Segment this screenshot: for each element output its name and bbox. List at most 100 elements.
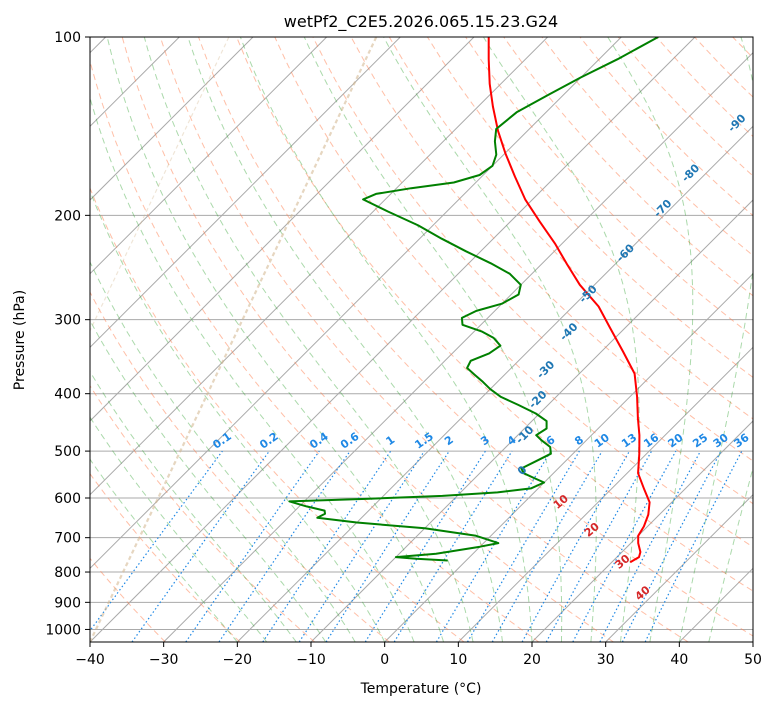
x-tick-label: −20 xyxy=(223,652,253,668)
moist-adiabat xyxy=(482,37,640,642)
y-tick-label: 300 xyxy=(54,313,81,329)
mixing-ratio-label: 25 xyxy=(690,431,710,450)
mixing-ratio-lines xyxy=(90,450,743,642)
mixing-ratio-line xyxy=(572,450,677,642)
dry-adiabat xyxy=(350,37,753,462)
isotherm-50 xyxy=(752,641,753,642)
mixing-ratio-label: 13 xyxy=(619,431,639,450)
mixing-ratio-line xyxy=(262,450,392,642)
moist-adiabat xyxy=(90,370,297,642)
chart-title: wetPf2_C2E5.2026.065.15.23.G24 xyxy=(284,12,558,32)
y-tick-label: 700 xyxy=(54,531,81,547)
dry-adiabat xyxy=(388,37,753,420)
moist-adiabats xyxy=(90,37,753,642)
dry-adiabat xyxy=(312,37,753,505)
moist-adiabat xyxy=(90,96,415,642)
dry-adiabat xyxy=(503,37,753,297)
mixing-ratio-line xyxy=(185,450,320,642)
plot-area: 0.10.20.40.611.52346810131620253036-100-… xyxy=(90,37,753,642)
dry-adiabat-label: -40 xyxy=(557,320,580,343)
mixing-ratio-label: 10 xyxy=(592,431,612,451)
isotherm--100 xyxy=(90,37,254,201)
x-tick-label: 50 xyxy=(744,652,762,668)
moist-adiabat xyxy=(607,37,694,642)
isobar-gridlines xyxy=(90,37,753,630)
isotherm-30 xyxy=(605,493,753,642)
y-tick-label: 500 xyxy=(54,444,81,460)
dry-adiabat-label: -80 xyxy=(679,161,702,184)
moist-adiabat xyxy=(90,260,356,642)
mixing-ratio-label: 30 xyxy=(711,431,731,451)
y-tick-label: 200 xyxy=(54,208,81,224)
dry-adiabat xyxy=(90,384,316,642)
mixing-ratio-label: 1 xyxy=(384,433,398,448)
moist-adiabat xyxy=(90,416,268,642)
y-tick-label: 900 xyxy=(54,595,81,611)
moist-adiabat-label: 40 xyxy=(633,583,653,603)
dry-adiabat xyxy=(90,291,390,642)
moist-adiabat xyxy=(239,37,533,642)
isotherm--40 xyxy=(90,37,696,642)
isotherm-20 xyxy=(531,420,753,642)
mixing-ratio-label: 8 xyxy=(572,433,586,448)
x-tick-label: 20 xyxy=(523,652,541,668)
dry-adiabat xyxy=(121,37,614,642)
y-axis-ticks: 100 200 300 400 500 600 700 800 900 1000 xyxy=(45,30,90,638)
mixing-ratio-line xyxy=(644,450,743,642)
line-labels: 0.10.20.40.611.52346810131620253036-100-… xyxy=(210,111,751,603)
moist-adiabat xyxy=(708,466,753,642)
dry-adiabat xyxy=(198,37,753,637)
x-tick-label: 0 xyxy=(380,652,389,668)
dry-adiabat xyxy=(274,37,753,548)
mixing-ratio-line xyxy=(325,450,450,642)
isotherm--80 xyxy=(90,37,401,349)
dry-adiabat xyxy=(426,37,753,378)
moist-adiabat xyxy=(383,37,597,642)
dry-adiabat xyxy=(656,37,753,138)
dry-adiabat xyxy=(90,186,465,642)
mixing-ratio-label: 6 xyxy=(544,433,558,448)
dry-adiabats xyxy=(90,37,753,642)
dry-adiabat xyxy=(90,59,540,642)
moist-adiabat xyxy=(678,37,753,642)
mixing-ratio-line xyxy=(545,450,653,642)
mixing-ratio-label: 0.4 xyxy=(307,430,331,452)
moist-adiabat xyxy=(187,37,503,642)
plot-frame xyxy=(89,36,754,643)
y-axis-label: Pressure (hPa) xyxy=(12,290,28,390)
dry-adiabat xyxy=(90,472,241,642)
moist-adiabat xyxy=(303,37,563,642)
isotherm--70 xyxy=(90,37,475,422)
y-tick-label: 100 xyxy=(54,30,81,46)
reference-curve xyxy=(90,37,230,333)
dry-adiabat xyxy=(236,37,753,592)
x-tick-label: 30 xyxy=(597,652,615,668)
dry-adiabat-label: -30 xyxy=(534,358,557,381)
temperature-profile xyxy=(487,37,651,564)
moist-adiabat xyxy=(90,189,386,642)
x-tick-label: −40 xyxy=(75,652,105,668)
x-tick-label: −30 xyxy=(149,652,179,668)
mixing-ratio-line xyxy=(298,450,425,642)
x-axis-ticks: −40 −30 −20 −10 0 10 20 30 40 50 xyxy=(75,642,762,668)
y-tick-label: 400 xyxy=(54,387,81,403)
isotherm-0 xyxy=(384,272,753,642)
isotherm--10 xyxy=(310,199,753,642)
mixing-ratio-line xyxy=(599,450,702,642)
mixing-ratio-label: 2 xyxy=(442,433,456,448)
mixing-ratio-label: 3 xyxy=(478,433,492,448)
isotherm--60 xyxy=(90,37,549,496)
moist-adiabat xyxy=(106,37,445,642)
mixing-ratio-label: 0.1 xyxy=(210,430,233,452)
moist-adiabat xyxy=(90,458,238,642)
dry-adiabat-label: -70 xyxy=(651,197,674,220)
x-tick-label: 40 xyxy=(670,652,688,668)
isotherm--50 xyxy=(90,37,622,570)
y-tick-label: 800 xyxy=(54,565,81,581)
dewpoint-profile xyxy=(288,37,659,562)
reference-curves xyxy=(90,37,378,642)
mixing-ratio-line xyxy=(131,450,270,642)
mixing-ratio-label: 0.2 xyxy=(257,430,280,452)
moist-adiabat xyxy=(143,37,474,642)
mixing-ratio-line xyxy=(364,450,486,642)
